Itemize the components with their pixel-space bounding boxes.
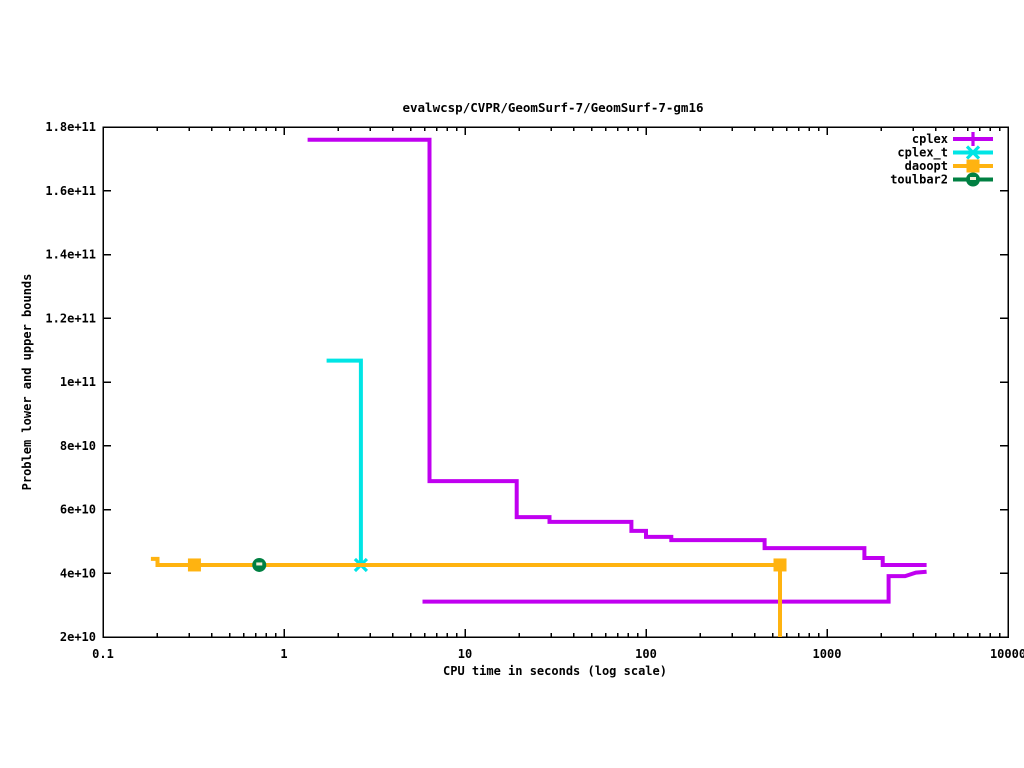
legend-daoopt-square-marker bbox=[966, 159, 980, 173]
toulbar2-marker bbox=[252, 557, 267, 572]
x-tick-label: 1000 bbox=[813, 647, 842, 661]
legend-daoopt-marker bbox=[966, 159, 980, 173]
cplex-upper-bound bbox=[307, 137, 927, 567]
legend-toulbar2-circle-dash bbox=[970, 177, 976, 180]
chart-title: evalwcsp/CVPR/GeomSurf-7/GeomSurf-7-gm16 bbox=[402, 100, 703, 115]
legend-cplex_t-marker bbox=[965, 145, 981, 160]
legend-label-toulbar2: toulbar2 bbox=[890, 173, 948, 187]
daoopt-square-marker bbox=[187, 558, 201, 572]
legend-cplex-marker bbox=[966, 132, 980, 146]
y-tick-label: 4e+10 bbox=[60, 566, 96, 580]
x-tick-label: 10000 bbox=[990, 647, 1024, 661]
y-tick-label: 8e+10 bbox=[60, 439, 96, 453]
cplex_t-upper-bound bbox=[326, 358, 363, 565]
legend-label-daoopt: daoopt bbox=[905, 159, 948, 173]
y-axis-label: Problem lower and upper bounds bbox=[20, 274, 34, 491]
legend-item-daoopt: daoopt bbox=[905, 159, 993, 173]
toulbar2-circle-dash bbox=[256, 562, 263, 566]
x-tick-label: 100 bbox=[635, 647, 657, 661]
legend-toulbar2-marker bbox=[966, 172, 980, 187]
y-tick-label: 1.6e+11 bbox=[45, 184, 96, 198]
legend-label-cplex_t: cplex_t bbox=[897, 146, 948, 161]
y-tick-label: 1.2e+11 bbox=[45, 311, 96, 325]
daoopt-square-marker bbox=[773, 558, 787, 572]
y-tick-label: 2e+10 bbox=[60, 630, 96, 644]
x-tick-label: 1 bbox=[280, 647, 287, 661]
axis-ticks: 0.1 1 10 100 1000 10000 2e+10 4e+10 6e+10 8e+10 1e… bbox=[45, 120, 1024, 661]
y-tick-label: 1.8e+11 bbox=[45, 120, 96, 134]
x-tick-label: 0.1 bbox=[92, 647, 114, 661]
y-tick-label: 6e+10 bbox=[60, 503, 96, 517]
daoopt-marker bbox=[773, 558, 787, 572]
plot-border bbox=[102, 126, 1009, 638]
cplex-lower-bound bbox=[422, 569, 927, 604]
y-tick-label: 1.4e+11 bbox=[45, 248, 96, 262]
y-tick-label: 1e+11 bbox=[60, 375, 96, 389]
legend-item-cplex: cplex bbox=[912, 132, 993, 146]
data-series bbox=[150, 137, 927, 637]
daoopt-lower-bound bbox=[150, 556, 782, 637]
daoopt-marker bbox=[187, 558, 201, 572]
x-axis-label: CPU time in seconds (log scale) bbox=[443, 664, 667, 678]
x-tick-label: 10 bbox=[458, 647, 472, 661]
legend-item-toulbar2: toulbar2 bbox=[890, 172, 993, 187]
legend-cplex_t-x-marker bbox=[965, 145, 981, 160]
legend-label-cplex: cplex bbox=[912, 132, 948, 146]
legend-item-cplex_t: cplex_t bbox=[897, 145, 993, 161]
